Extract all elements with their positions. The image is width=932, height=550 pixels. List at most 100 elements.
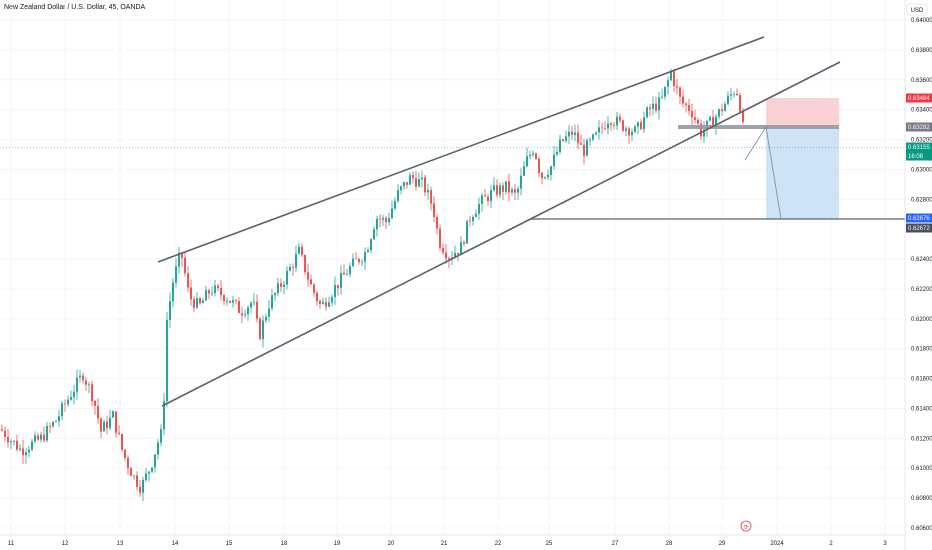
price-tag-target xyxy=(906,213,932,223)
candle-body xyxy=(562,139,564,142)
candle-body xyxy=(16,440,18,450)
candle-body xyxy=(307,272,309,280)
candle-body xyxy=(190,287,192,300)
candle-body xyxy=(679,87,681,97)
candle-body xyxy=(76,377,78,392)
candle-body xyxy=(652,103,654,109)
candle-body xyxy=(34,435,36,442)
candle-body xyxy=(454,252,456,258)
candle-body xyxy=(481,195,483,204)
candle-body xyxy=(109,417,111,429)
candle-body xyxy=(583,144,585,156)
take-profit-zone[interactable] xyxy=(766,127,839,219)
candle-body xyxy=(283,284,285,287)
x-tick-label: 21 xyxy=(441,541,448,547)
x-tick-label: 2024 xyxy=(770,541,784,547)
candle-body xyxy=(628,128,630,136)
candle-body xyxy=(316,292,318,302)
candle-body xyxy=(574,132,576,135)
candle-body xyxy=(400,186,402,191)
candle-body xyxy=(220,287,222,296)
wedge-lower-line[interactable] xyxy=(161,61,841,407)
price-tag-label: 0.62672 xyxy=(908,226,930,232)
candle-body xyxy=(280,283,282,287)
candle-body xyxy=(697,119,699,124)
candle-body xyxy=(265,316,267,321)
candle-body xyxy=(427,190,429,193)
candle-body xyxy=(415,178,417,187)
currency-button[interactable]: USD xyxy=(906,3,928,16)
candle-body xyxy=(613,125,615,126)
wedge-upper-line[interactable] xyxy=(157,36,765,263)
candle-body xyxy=(346,274,348,276)
candle-body xyxy=(49,426,51,427)
candle-body xyxy=(526,156,528,167)
candle-body xyxy=(319,301,321,304)
x-tick-label: 22 xyxy=(495,541,502,547)
candle-body xyxy=(601,127,603,129)
candle-body xyxy=(184,257,186,274)
x-tick-label: 2 xyxy=(829,541,833,547)
x-tick-label: 25 xyxy=(546,541,553,547)
price-tags: 0.63484 0.63282 0.63155 16:08 0.62676 0.62672 xyxy=(906,93,932,233)
candle-body xyxy=(187,273,189,288)
candle-body xyxy=(199,298,201,303)
x-tick-label: 18 xyxy=(281,541,288,547)
x-tick-label: 19 xyxy=(334,541,341,547)
candle-body xyxy=(436,216,438,229)
candle-body xyxy=(217,285,219,288)
entry-marker[interactable] xyxy=(678,125,839,129)
candle-body xyxy=(193,299,195,308)
candle-body xyxy=(139,486,141,493)
candle-body xyxy=(310,279,312,285)
candle-body xyxy=(673,71,675,87)
candle-body xyxy=(619,116,621,121)
stop-loss-zone[interactable] xyxy=(766,98,839,127)
y-axis: 0.64000 0.63800 0.63600 0.63400 0.63200 0.630… xyxy=(904,0,932,550)
candle-body xyxy=(286,270,288,285)
candle-body xyxy=(676,86,678,88)
candle-body xyxy=(577,132,579,144)
candle-body xyxy=(328,302,330,307)
countdown-label: 16:08 xyxy=(908,154,924,160)
candle-body xyxy=(640,122,642,130)
candle-body xyxy=(409,175,411,185)
candle-body xyxy=(25,452,27,456)
y-tick-label: 0.63200 xyxy=(911,138,932,144)
candle-body xyxy=(268,308,270,317)
y-tick-label: 0.61200 xyxy=(911,436,932,442)
candle-body xyxy=(253,301,255,303)
candle-body xyxy=(637,122,639,127)
candle-body xyxy=(580,143,582,145)
x-tick-label: 11 xyxy=(8,541,15,547)
candle-body xyxy=(70,397,72,400)
y-tick-label: 0.62400 xyxy=(911,257,932,263)
event-icon[interactable]: ⟳ xyxy=(740,520,752,532)
candle-body xyxy=(394,201,396,209)
candle-body xyxy=(91,384,93,401)
candle-body xyxy=(64,403,66,405)
candle-body xyxy=(157,442,159,455)
candle-body xyxy=(154,454,156,468)
candle-body xyxy=(721,109,723,111)
candle-body xyxy=(643,117,645,130)
candle-body xyxy=(646,107,648,118)
candle-body xyxy=(88,384,90,386)
candle-body xyxy=(172,282,174,302)
projection-path[interactable] xyxy=(744,125,782,220)
candle-body xyxy=(556,152,558,155)
grid xyxy=(0,0,905,535)
candle-body xyxy=(349,266,351,275)
candle-body xyxy=(43,434,45,441)
y-tick-label: 0.62000 xyxy=(911,317,932,323)
x-tick-label: 28 xyxy=(666,541,673,547)
candle-body xyxy=(13,440,15,442)
candle-body xyxy=(226,300,228,302)
candle-body xyxy=(28,449,30,453)
x-axis: 11 12 13 14 15 18 19 20 21 22 25 27 28 29 2024 2 3 xyxy=(0,534,905,547)
candle-body xyxy=(718,109,720,117)
svg-text:⟳: ⟳ xyxy=(743,525,748,531)
candle-body xyxy=(259,318,261,340)
candle-body xyxy=(100,418,102,432)
